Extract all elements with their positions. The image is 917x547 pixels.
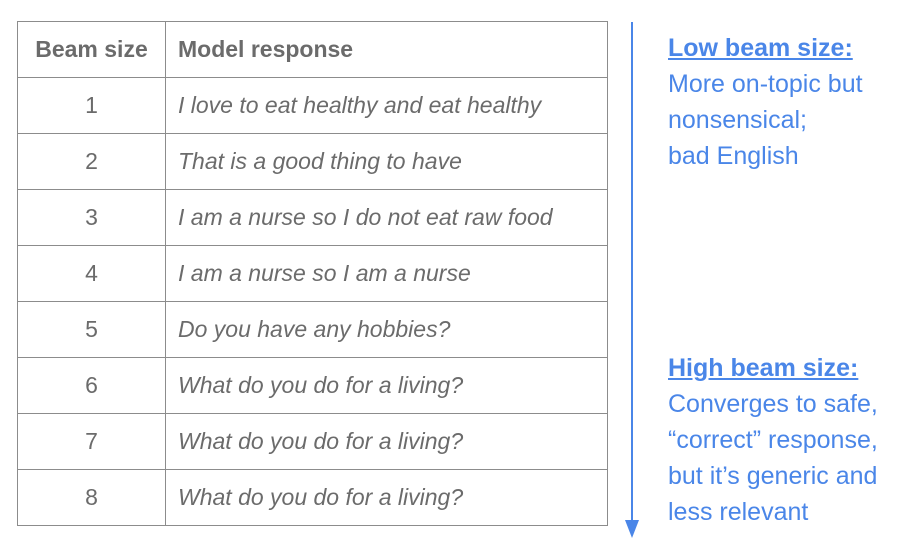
model-response-cell: Do you have any hobbies? xyxy=(165,301,608,358)
model-response-cell: What do you do for a living? xyxy=(165,413,608,470)
low-beam-line: nonsensical; xyxy=(668,106,807,134)
beam-size-cell: 7 xyxy=(17,413,166,470)
model-response-cell: I am a nurse so I do not eat raw food xyxy=(165,189,608,246)
model-response-cell: What do you do for a living? xyxy=(165,357,608,414)
high-beam-line: Converges to safe, xyxy=(668,390,878,418)
table-header-row: Beam size Model response xyxy=(17,21,608,78)
beam-size-cell: 8 xyxy=(17,469,166,526)
low-beam-line: More on-topic but xyxy=(668,70,863,98)
table-row: 4 I am a nurse so I am a nurse xyxy=(17,245,608,302)
table-row: 6 What do you do for a living? xyxy=(17,357,608,414)
model-response-cell: That is a good thing to have xyxy=(165,133,608,190)
table-row: 5 Do you have any hobbies? xyxy=(17,301,608,358)
high-beam-line: but it’s generic and xyxy=(668,462,878,490)
table-row: 1 I love to eat healthy and eat healthy xyxy=(17,77,608,134)
table-row: 8 What do you do for a living? xyxy=(17,469,608,526)
model-response-cell: I love to eat healthy and eat healthy xyxy=(165,77,608,134)
low-beam-heading: Low beam size: xyxy=(668,34,853,62)
table-row: 2 That is a good thing to have xyxy=(17,133,608,190)
model-response-cell: I am a nurse so I am a nurse xyxy=(165,245,608,302)
down-arrow-icon xyxy=(625,22,639,538)
low-beam-note: Low beam size: More on-topic but nonsens… xyxy=(668,30,863,174)
table-row: 7 What do you do for a living? xyxy=(17,413,608,470)
beam-size-cell: 2 xyxy=(17,133,166,190)
beam-size-cell: 6 xyxy=(17,357,166,414)
high-beam-note: High beam size: Converges to safe, “corr… xyxy=(668,350,878,530)
beam-size-table: Beam size Model response 1 I love to eat… xyxy=(17,21,608,526)
header-beam-size: Beam size xyxy=(17,21,166,78)
high-beam-line: less relevant xyxy=(668,498,809,526)
high-beam-heading: High beam size: xyxy=(668,354,859,382)
beam-size-cell: 5 xyxy=(17,301,166,358)
table-row: 3 I am a nurse so I do not eat raw food xyxy=(17,189,608,246)
high-beam-line: “correct” response, xyxy=(668,426,878,454)
beam-size-cell: 3 xyxy=(17,189,166,246)
model-response-cell: What do you do for a living? xyxy=(165,469,608,526)
beam-size-cell: 1 xyxy=(17,77,166,134)
low-beam-line: bad English xyxy=(668,142,799,170)
beam-size-cell: 4 xyxy=(17,245,166,302)
header-model-response: Model response xyxy=(165,21,608,78)
